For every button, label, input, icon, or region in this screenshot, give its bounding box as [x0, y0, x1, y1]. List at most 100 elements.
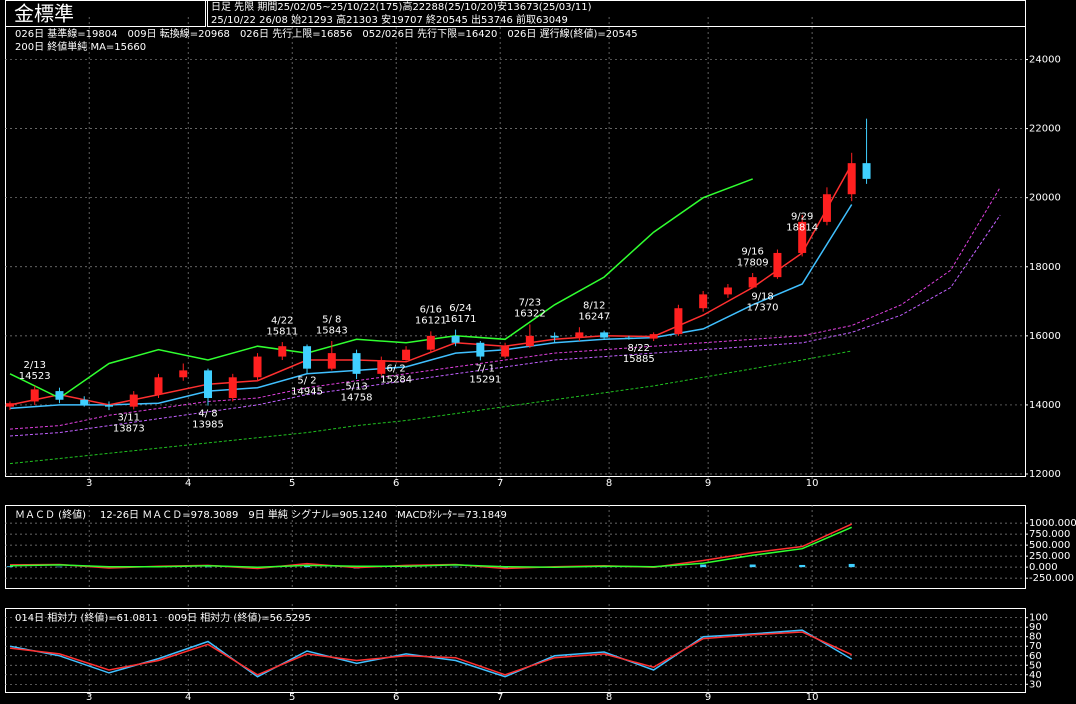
panel-title: ＭＡＣＤ (終値): [15, 508, 86, 521]
legend-entry: 026日 遅行線(終値)=20545: [507, 27, 637, 40]
series-line: [9, 526, 852, 568]
candle-body: [278, 346, 287, 357]
annotation-price: 15885: [623, 354, 655, 365]
annotation-price: 17370: [747, 303, 779, 314]
candle-body: [748, 277, 757, 288]
y-tick-label: 24000: [1029, 55, 1061, 66]
histogram-bar: [700, 564, 707, 568]
x-tick-label: 8: [606, 692, 612, 703]
x-tick-label: 10: [806, 692, 819, 703]
x-tick-label: 6: [393, 692, 399, 703]
x-tick-label: 7: [497, 478, 503, 489]
y-tick-label: 14000: [1029, 400, 1061, 411]
x-tick-label: 9: [705, 692, 711, 703]
annotation-date: 9/29: [791, 212, 813, 223]
annotation-price: 18814: [786, 223, 818, 234]
annotation-price: 15284: [380, 375, 412, 386]
candle-body: [501, 346, 510, 357]
candle-body: [649, 334, 658, 339]
macd-frame: [5, 505, 1026, 589]
candle-body: [204, 370, 213, 399]
x-tick-label: 5: [289, 692, 295, 703]
y-tick-label: 90: [1029, 622, 1042, 633]
x-tick-label: 5: [289, 478, 295, 489]
candle-body: [253, 356, 262, 378]
annotation-date: 6/ 2: [387, 364, 406, 375]
legend-entry: 200日 終値単純 MA=15660: [15, 40, 146, 53]
annotation-price: 14758: [341, 393, 373, 404]
y-tick-label: 40: [1029, 670, 1042, 681]
annotation-price: 15811: [266, 326, 298, 337]
histogram-bar: [452, 566, 459, 568]
candle-body: [5, 403, 14, 407]
legend-entry: 12-26日 ＭＡＣＤ=978.3089: [100, 510, 238, 521]
y-tick-label: 18000: [1029, 262, 1061, 273]
y-tick-label: 22000: [1029, 124, 1061, 135]
candle-body: [129, 394, 138, 407]
annotation-price: 16171: [445, 314, 477, 325]
series-line: [9, 350, 852, 465]
series-line: [9, 187, 1001, 430]
x-tick-label: 7: [497, 692, 503, 703]
annotation-date: 5/13: [345, 382, 367, 393]
candle-body: [600, 332, 609, 338]
candle-body: [773, 252, 782, 278]
histogram-bar: [56, 566, 63, 568]
legend-entry: 052/026日 先行下限=16420: [362, 27, 497, 40]
annotation-date: 5/ 2: [297, 375, 316, 386]
histogram-bar: [799, 564, 806, 568]
annotation-date: 5/ 8: [322, 314, 341, 325]
annotation-price: 13985: [192, 419, 224, 430]
annotation-date: 8/12: [583, 300, 605, 311]
series-line: [9, 631, 853, 676]
annotation-price: 15291: [469, 374, 501, 385]
info-line: 日足 先限 期間25/02/05~25/10/22(175)高22288(25/…: [211, 0, 592, 13]
y-tick-label: 12000: [1029, 469, 1061, 480]
series-line: [9, 204, 853, 410]
candle-body: [550, 335, 559, 338]
candle-body: [352, 353, 361, 374]
legend-entry: 009日 相対力 (終値)=56.5295: [168, 611, 311, 624]
annotation-date: 6/16: [420, 305, 442, 316]
y-tick-label: 80: [1029, 632, 1042, 643]
rsi-frame: [5, 608, 1026, 693]
y-tick-label: 70: [1029, 641, 1042, 652]
title-box: [5, 0, 206, 27]
y-tick-label: 500.000: [1029, 540, 1070, 551]
candle-body: [847, 163, 856, 195]
histogram-bar: [205, 566, 212, 568]
legend-entry: 9日 単純 シグナル=905.1240: [248, 508, 387, 521]
candle-body: [723, 287, 732, 295]
x-tick-label: 10: [806, 478, 819, 489]
annotation-price: 14945: [291, 386, 323, 397]
x-tick-label: 6: [393, 478, 399, 489]
y-tick-label: 20000: [1029, 193, 1061, 204]
candle-body: [80, 399, 89, 405]
x-tick-label: 8: [606, 478, 612, 489]
candle-body: [674, 308, 683, 335]
y-tick-label: 0.000: [1029, 562, 1058, 573]
candle-body: [402, 349, 411, 361]
annotation-price: 13873: [113, 423, 145, 434]
annotation-date: 3/11: [118, 412, 140, 423]
legend-entry: 014日 相対力 (終値)=61.0811: [15, 611, 158, 624]
candle-body: [327, 353, 336, 369]
annotation-date: 6/24: [449, 303, 471, 314]
y-tick-label: 50: [1029, 660, 1042, 671]
histogram-bar: [848, 563, 855, 568]
candle-body: [30, 389, 39, 402]
annotation-price: 16247: [578, 311, 610, 322]
annotation-price: 16121: [415, 316, 447, 327]
annotation-price: 14523: [19, 371, 51, 382]
histogram-bar: [304, 565, 311, 568]
candle-body: [426, 335, 435, 350]
candle-body: [55, 391, 64, 400]
annotation-date: 2/13: [23, 360, 45, 371]
annotation-date: 7/23: [519, 298, 541, 309]
y-tick-label: 750.000: [1029, 529, 1070, 540]
y-tick-label: -250.000: [1029, 573, 1074, 584]
candle-body: [303, 346, 312, 369]
